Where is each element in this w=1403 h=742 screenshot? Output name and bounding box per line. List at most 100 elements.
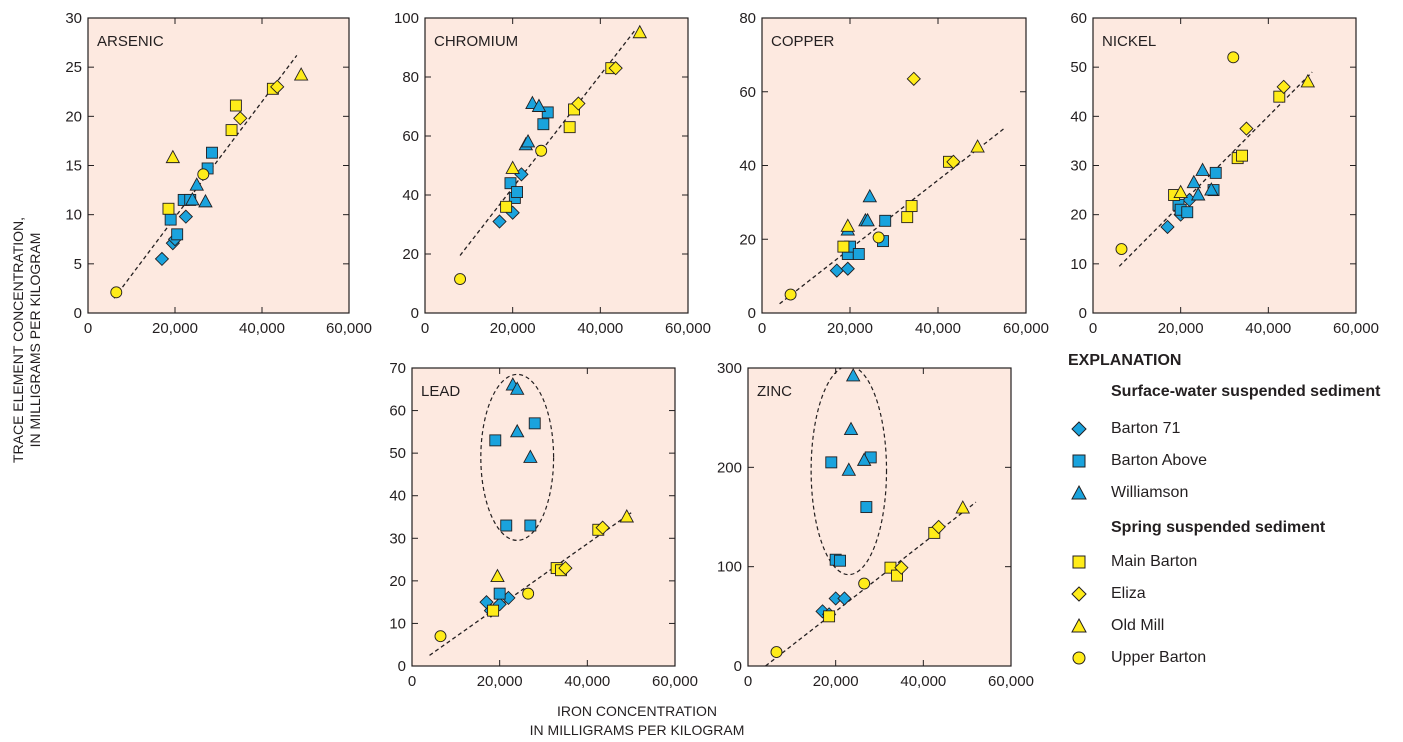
data-point-main-barton [1236,149,1248,162]
legend-label-main-barton: Main Barton [1111,553,1198,570]
data-point-eliza [270,79,285,94]
data-point-old-mill [293,67,309,81]
plot-frame [424,17,689,314]
trend-line [765,501,977,666]
data-point-old-mill [1173,184,1188,198]
data-point-old-mill [490,568,505,583]
data-point-main-barton [500,200,513,213]
x-tick-label: 40,000 [577,320,623,337]
diamond-marker-icon [1071,586,1087,602]
x-tick-label: 40,000 [564,673,610,690]
data-point-williamson [1195,162,1210,176]
data-point-barton-71 [178,209,194,224]
x-tick-label: 60,000 [1003,320,1049,337]
data-point-eliza [1276,79,1291,94]
data-point-main-barton [229,99,242,112]
y-tick-label: 200 [717,459,742,476]
circle-marker-icon [1072,651,1086,665]
panel-title: ZINC [757,383,792,400]
data-point-main-barton [823,610,836,623]
x-axis-title-line1: IRON CONCENTRATION [557,703,717,719]
data-point-upper-barton [522,587,535,600]
plot-marks [1115,51,1316,267]
plot-frame [411,367,676,667]
y-tick-label: 60 [402,128,419,145]
y-tick-label: 10 [389,615,406,632]
cluster-ellipse [480,373,555,542]
x-tick-label: 40,000 [1245,320,1291,337]
y-tick-label: 30 [65,10,82,27]
panel-title: COPPER [771,33,835,50]
trend-line [779,128,1005,305]
y-tick-label: 0 [398,658,406,675]
data-point-upper-barton [872,231,885,244]
trend-line [429,512,632,656]
data-point-barton-above [511,186,523,199]
data-point-barton-above [493,587,506,600]
data-point-barton-71 [837,591,852,606]
x-tick-label: 60,000 [652,673,698,690]
square-marker-icon [1072,555,1086,569]
data-point-barton-above [504,177,517,190]
data-point-barton-above [834,554,846,567]
x-tick-label: 60,000 [988,673,1034,690]
data-point-main-barton [837,240,850,253]
data-point-barton-above [537,118,550,131]
y-tick-label: 0 [411,305,419,322]
data-point-williamson [856,452,872,466]
data-point-main-barton [487,604,500,617]
panel-title: NICKEL [1102,33,1156,50]
data-point-williamson [1186,174,1202,189]
legend-item-upper-barton: Upper Barton [1068,642,1398,674]
y-tick-label: 30 [389,530,406,547]
y-tick-label: 60 [389,403,406,420]
legend-item-barton-71: Barton 71 [1068,413,1398,445]
data-point-main-barton [901,211,914,224]
data-point-williamson [531,98,547,112]
triangle-marker-icon [1071,484,1087,500]
data-point-upper-barton [858,577,871,590]
x-tick-label: 0 [84,320,92,337]
panel-arsenic: ARSENIC 0 20,000 40,000 60,000 0 5 10 15 20 25 30 [65,10,372,337]
y-tick-label: 5 [74,256,82,273]
legend-group-spring: Spring suspended sediment [1111,519,1326,536]
cluster-ellipse [810,368,888,576]
legend-title: EXPLANATION [1068,352,1182,369]
data-point-barton-above [541,106,554,119]
y-tick-label: 20 [1070,207,1087,224]
data-point-eliza [906,71,921,86]
legend-item-williamson: Williamson [1068,477,1398,509]
square-marker-icon [1072,454,1086,468]
data-point-williamson [843,421,859,436]
data-point-old-mill [955,500,971,514]
data-point-main-barton [563,121,576,134]
y-tick-label: 20 [389,573,406,590]
data-point-eliza [233,111,248,126]
x-tick-label: 20,000 [1158,320,1204,337]
data-point-williamson [520,133,536,148]
x-tick-label: 0 [421,320,429,337]
data-point-barton-above [1209,166,1222,179]
legend-label-williamson: Williamson [1111,484,1189,501]
x-tick-label: 60,000 [326,320,372,337]
data-point-barton-above [206,146,218,159]
data-point-barton-71 [1160,219,1175,235]
data-point-barton-above [825,456,838,469]
x-tick-label: 0 [758,320,766,337]
data-point-upper-barton [434,630,447,643]
y-tick-label: 40 [1070,108,1087,125]
y-tick-label: 10 [1070,256,1087,273]
data-point-upper-barton [197,168,210,181]
data-point-upper-barton [784,288,797,301]
x-axis-title-line2: IN MILLIGRAMS PER KILOGRAM [530,722,745,738]
panel-copper: COPPER 0 20,000 40,000 60,000 0 20 40 60 80 [739,10,1049,337]
data-point-upper-barton [110,286,123,299]
data-point-eliza [558,560,573,576]
data-point-barton-above [164,213,177,226]
data-point-eliza [1239,121,1254,136]
data-point-main-barton [1273,90,1286,103]
data-point-williamson [189,177,205,191]
data-point-old-mill [840,218,856,232]
x-tick-label: 60,000 [1333,320,1379,337]
panel-title: CHROMIUM [434,33,518,50]
